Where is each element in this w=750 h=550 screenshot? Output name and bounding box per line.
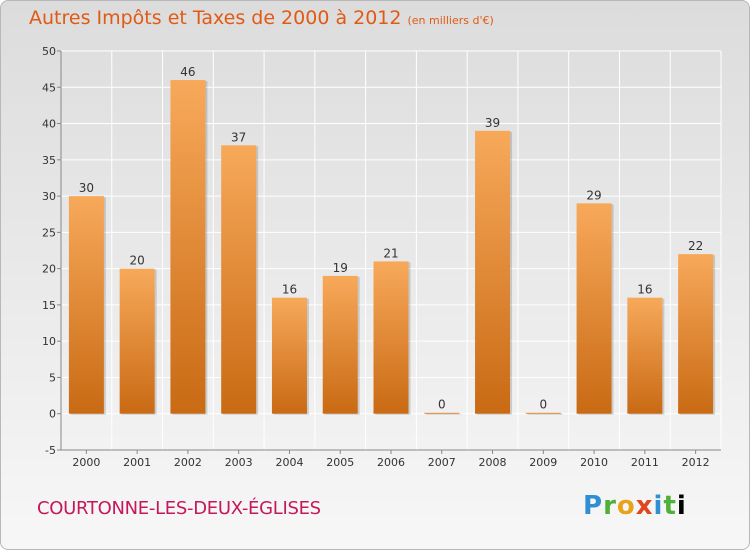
y-tick-label: 40 xyxy=(42,118,56,131)
x-tick-label: 2008 xyxy=(479,456,507,469)
bar xyxy=(576,203,612,414)
data-label: 46 xyxy=(180,65,195,79)
data-label: 20 xyxy=(130,254,145,268)
x-tick-label: 2011 xyxy=(631,456,659,469)
bar-shadow xyxy=(527,413,563,415)
data-label: 19 xyxy=(333,261,348,275)
data-label: 29 xyxy=(586,188,601,202)
x-tick-label: 2005 xyxy=(326,456,354,469)
y-tick-label: -5 xyxy=(45,444,56,457)
bar xyxy=(119,268,155,414)
logo-letter: o xyxy=(616,491,636,521)
bar xyxy=(221,145,257,414)
chart-title-text: Autres Impôts et Taxes de 2000 à 2012 xyxy=(29,7,402,29)
logo-letter: i xyxy=(653,491,664,521)
y-tick-label: 15 xyxy=(42,299,56,312)
data-label: 37 xyxy=(231,130,246,144)
logo-letter: t xyxy=(663,491,677,521)
data-label: 22 xyxy=(688,239,703,253)
y-tick-label: 30 xyxy=(42,190,56,203)
data-label: 0 xyxy=(539,398,547,412)
bar xyxy=(424,412,460,414)
y-tick-label: 0 xyxy=(49,408,56,421)
data-label: 30 xyxy=(79,181,94,195)
bar xyxy=(627,297,663,414)
x-tick-label: 2003 xyxy=(225,456,253,469)
data-label: 16 xyxy=(282,283,297,297)
y-tick-label: 10 xyxy=(42,335,56,348)
logo-letter: x xyxy=(635,491,654,521)
y-tick-label: 35 xyxy=(42,154,56,167)
location-name: COURTONNE-LES-DEUX-ÉGLISES xyxy=(37,498,321,519)
bars xyxy=(68,80,716,415)
logo-letter: i xyxy=(676,491,687,521)
x-tick-label: 2009 xyxy=(529,456,557,469)
x-tick-label: 2000 xyxy=(72,456,100,469)
x-tick-label: 2010 xyxy=(580,456,608,469)
x-tick-label: 2002 xyxy=(174,456,202,469)
bar xyxy=(68,196,104,414)
data-label: 16 xyxy=(637,283,652,297)
logo-letter: r xyxy=(603,491,617,521)
y-tick-label: 25 xyxy=(42,226,56,239)
y-tick-label: 5 xyxy=(49,371,56,384)
bar xyxy=(170,80,206,414)
data-label: 21 xyxy=(383,246,398,260)
x-tick-label: 2012 xyxy=(682,456,710,469)
x-tick-label: 2006 xyxy=(377,456,405,469)
y-tick-label: 20 xyxy=(42,263,56,276)
bar xyxy=(322,275,358,414)
bar xyxy=(525,412,561,414)
proxiti-logo: Proxiti xyxy=(583,491,687,521)
chart-title: Autres Impôts et Taxes de 2000 à 2012 (en… xyxy=(29,7,494,29)
x-tick-label: 2004 xyxy=(275,456,303,469)
x-tick-label: 2001 xyxy=(123,456,151,469)
data-label: 0 xyxy=(438,398,446,412)
y-tick-label: 50 xyxy=(42,45,56,58)
bar xyxy=(373,261,409,414)
labels: 30 20 46 37 16 19 21 0 39 0 29 16 22 xyxy=(79,65,704,412)
y-tick-label: 45 xyxy=(42,81,56,94)
x-tick-label: 2007 xyxy=(428,456,456,469)
bar xyxy=(475,130,511,414)
data-label: 39 xyxy=(485,116,500,130)
bar xyxy=(678,254,714,414)
logo-letter: P xyxy=(583,491,604,521)
bar-shadow xyxy=(426,413,462,415)
chart-unit: (en milliers d'€) xyxy=(407,14,494,27)
bar xyxy=(271,297,307,414)
